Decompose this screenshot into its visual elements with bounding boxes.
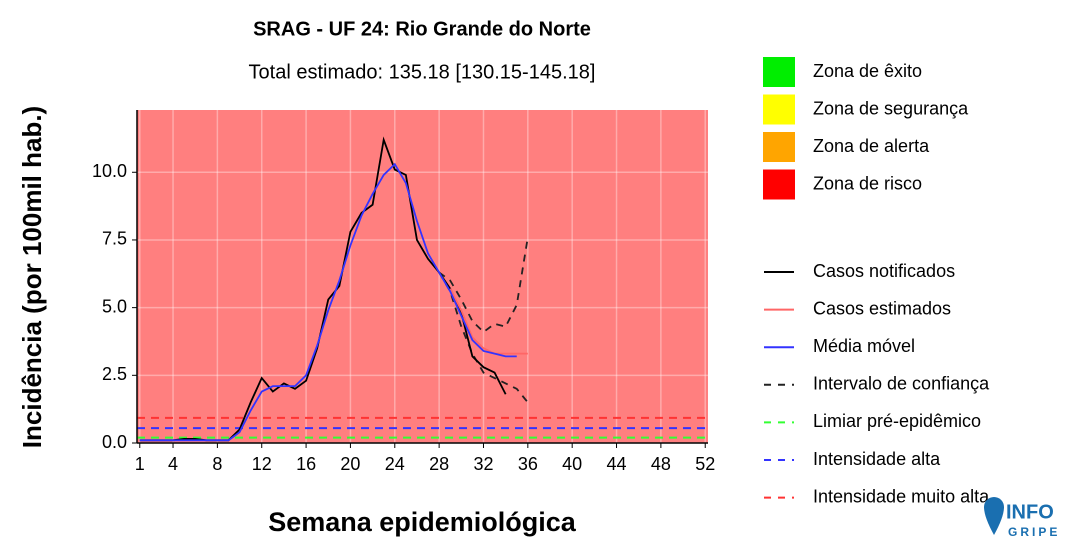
y-tick-label: 2.5 bbox=[102, 364, 127, 384]
legend-label: Zona de risco bbox=[813, 173, 922, 193]
y-tick-label: 7.5 bbox=[102, 229, 127, 249]
x-axis-label: Semana epidemiológica bbox=[268, 507, 577, 537]
chart-subtitle: Total estimado: 135.18 [130.15-145.18] bbox=[249, 61, 596, 83]
y-tick-label: 0.0 bbox=[102, 432, 127, 452]
x-tick-label: 52 bbox=[695, 454, 715, 474]
series-line bbox=[449, 288, 528, 355]
plot-background bbox=[137, 110, 708, 443]
legend-label: Intensidade muito alta bbox=[813, 486, 990, 506]
legend-label: Intensidade alta bbox=[813, 449, 941, 469]
logo-icon bbox=[984, 497, 1004, 535]
logo-text: INFO bbox=[1006, 501, 1054, 523]
series-line bbox=[139, 162, 517, 442]
x-tick-label: 24 bbox=[385, 454, 405, 474]
y-tick-label: 5.0 bbox=[102, 296, 127, 316]
x-tick-label: 12 bbox=[252, 454, 272, 474]
legend-label: Casos notificados bbox=[813, 261, 955, 281]
x-tick-label: 1 bbox=[135, 454, 145, 474]
legend-label: Zona de êxito bbox=[813, 61, 922, 81]
legend-label: Casos estimados bbox=[813, 298, 951, 318]
legend-label: Zona de segurança bbox=[813, 98, 969, 118]
legend-label: Média móvel bbox=[813, 336, 915, 356]
legend-label: Intervalo de confiança bbox=[813, 374, 990, 394]
chart-title: SRAG - UF 24: Rio Grande do Norte bbox=[253, 18, 591, 40]
legend-label: Limiar pré-epidêmico bbox=[813, 411, 981, 431]
x-tick-label: 48 bbox=[651, 454, 671, 474]
y-axis-label: Incidência (por 100mil hab.) bbox=[17, 106, 47, 448]
legend-swatch bbox=[763, 57, 795, 87]
series-line bbox=[438, 271, 529, 403]
legend-swatch bbox=[763, 169, 795, 200]
legend-swatch bbox=[763, 132, 795, 162]
x-tick-label: 8 bbox=[212, 454, 222, 474]
logo-text: GRIPE bbox=[1008, 525, 1060, 539]
x-tick-label: 20 bbox=[340, 454, 360, 474]
y-tick-label: 10.0 bbox=[92, 161, 127, 181]
x-tick-label: 36 bbox=[518, 454, 538, 474]
x-tick-label: 32 bbox=[473, 454, 493, 474]
x-tick-label: 4 bbox=[168, 454, 178, 474]
x-tick-label: 44 bbox=[607, 454, 627, 474]
legend-swatch bbox=[763, 94, 795, 125]
x-tick-label: 16 bbox=[296, 454, 316, 474]
x-tick-label: 40 bbox=[562, 454, 582, 474]
legend-label: Zona de alerta bbox=[813, 136, 930, 156]
x-tick-label: 28 bbox=[429, 454, 449, 474]
